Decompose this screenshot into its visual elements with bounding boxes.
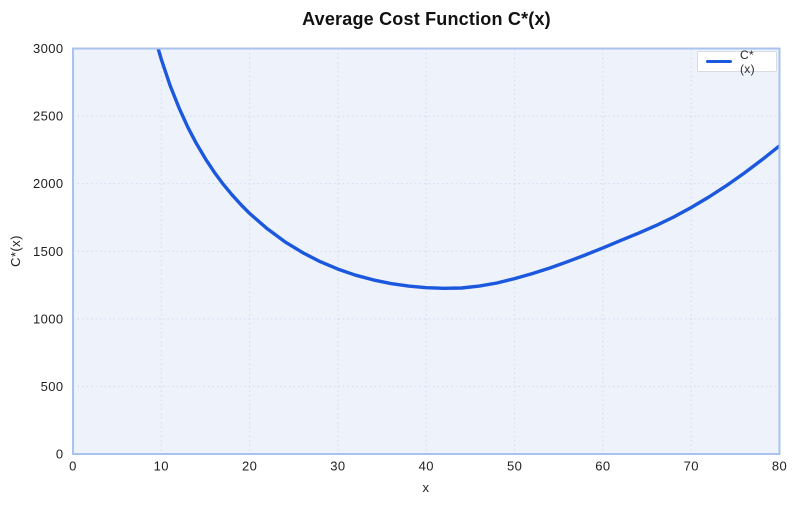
x-tick-label: 0 xyxy=(69,459,77,474)
gridlines xyxy=(73,48,780,454)
y-tick-label: 0 xyxy=(56,447,64,462)
y-tick-label: 3000 xyxy=(33,41,64,56)
x-tick-label: 60 xyxy=(595,459,610,474)
legend-line-swatch xyxy=(706,59,732,64)
y-tick-label: 2500 xyxy=(33,109,64,124)
cost-curve xyxy=(156,48,780,290)
x-tick-label: 20 xyxy=(242,459,257,474)
y-tick-label: 1000 xyxy=(33,311,64,326)
y-tick-label: 1500 xyxy=(33,244,64,259)
x-tick-label: 50 xyxy=(507,459,522,474)
legend[interactable]: C*(x) xyxy=(697,48,777,76)
chart-title: Average Cost Function C*(x) xyxy=(302,9,551,29)
x-tick-label: 70 xyxy=(684,459,699,474)
y-axis-label: C*(x) xyxy=(8,235,23,267)
y-tick-label: 500 xyxy=(41,379,64,394)
y-tick-label: 2000 xyxy=(33,176,64,191)
legend-label: C*(x) xyxy=(740,47,755,76)
x-tick-label: 10 xyxy=(154,459,169,474)
x-axis-label: x xyxy=(423,480,430,495)
y-axis-tick-labels: 0 500 1000 1500 2000 2500 3000 xyxy=(33,41,64,462)
x-tick-label: 30 xyxy=(330,459,345,474)
x-axis-tick-labels: 0 10 20 30 40 50 60 70 80 xyxy=(69,459,787,474)
x-tick-label: 40 xyxy=(419,459,434,474)
x-tick-label: 80 xyxy=(772,459,787,474)
plot-frame xyxy=(72,47,781,455)
